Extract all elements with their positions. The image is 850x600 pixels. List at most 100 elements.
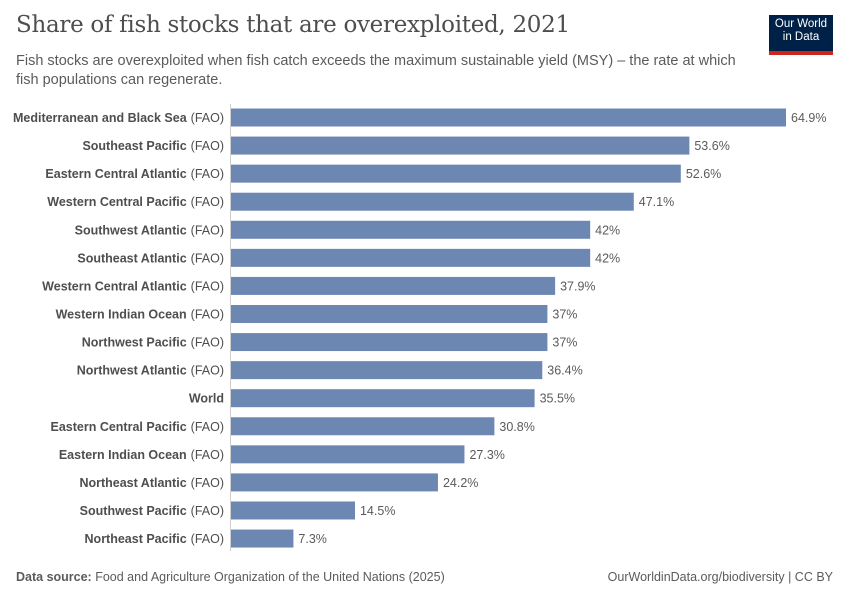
bar[interactable] xyxy=(231,361,543,380)
value-label: 42% xyxy=(595,223,620,237)
credit-link[interactable]: OurWorldinData.org/biodiversity | CC BY xyxy=(607,570,833,584)
category-suffix: (FAO) xyxy=(191,251,224,265)
category-label: Northwest Atlantic (FAO) xyxy=(77,364,224,378)
bar[interactable] xyxy=(231,304,548,323)
value-label: 24.2% xyxy=(443,476,478,490)
bar[interactable] xyxy=(231,220,591,239)
bar[interactable] xyxy=(231,164,681,183)
category-suffix: (FAO) xyxy=(191,420,224,434)
bar-row[interactable]: Western Central Atlantic (FAO) 37.9% xyxy=(42,276,596,295)
value-label: 7.3% xyxy=(298,532,327,546)
bar[interactable] xyxy=(231,389,535,408)
category-name: Western Central Pacific xyxy=(47,195,186,209)
source-label: Data source: xyxy=(16,570,92,584)
category-name: Southwest Atlantic xyxy=(75,223,187,237)
category-suffix: (FAO) xyxy=(191,223,224,237)
bar-row[interactable]: Southwest Pacific (FAO) 14.5% xyxy=(80,501,396,520)
category-label: Southwest Atlantic (FAO) xyxy=(75,223,224,237)
bar[interactable] xyxy=(231,192,634,211)
value-label: 47.1% xyxy=(639,195,674,209)
category-suffix: (FAO) xyxy=(191,364,224,378)
value-label: 53.6% xyxy=(694,139,729,153)
category-label: Northeast Pacific (FAO) xyxy=(85,532,224,546)
category-label: Western Indian Ocean (FAO) xyxy=(56,307,224,321)
value-label: 52.6% xyxy=(686,167,721,181)
chart-subtitle: Fish stocks are overexploited when fish … xyxy=(16,53,736,88)
bar-row[interactable]: Northeast Pacific (FAO) 7.3% xyxy=(85,529,327,548)
bar-row[interactable]: Southeast Pacific (FAO) 53.6% xyxy=(82,136,730,155)
chart-title: Share of fish stocks that are overexploi… xyxy=(16,12,570,38)
category-name: Northwest Pacific xyxy=(82,336,187,350)
bar-row[interactable]: World 35.5% xyxy=(189,389,575,408)
category-name: Western Indian Ocean xyxy=(56,307,187,321)
category-name: World xyxy=(189,392,224,406)
category-name: Northwest Atlantic xyxy=(77,364,187,378)
bar-row[interactable]: Mediterranean and Black Sea (FAO) 64.9% xyxy=(13,108,826,127)
bar-row[interactable]: Northwest Pacific (FAO) 37% xyxy=(82,333,578,352)
category-name: Mediterranean and Black Sea xyxy=(13,111,188,125)
category-suffix: (FAO) xyxy=(191,195,224,209)
category-label: Eastern Indian Ocean (FAO) xyxy=(59,448,224,462)
category-suffix: (FAO) xyxy=(191,448,224,462)
category-label: Northwest Pacific (FAO) xyxy=(82,336,224,350)
category-label: Eastern Central Atlantic (FAO) xyxy=(45,167,224,181)
category-label: Southwest Pacific (FAO) xyxy=(80,504,224,518)
bar-row[interactable]: Western Indian Ocean (FAO) 37% xyxy=(56,304,578,323)
bar-row[interactable]: Northwest Atlantic (FAO) 36.4% xyxy=(77,361,583,380)
bar-row[interactable]: Southwest Atlantic (FAO) 42% xyxy=(75,220,621,239)
category-label: Eastern Central Pacific (FAO) xyxy=(50,420,224,434)
category-name: Eastern Central Atlantic xyxy=(45,167,186,181)
value-label: 14.5% xyxy=(360,504,395,518)
category-suffix: (FAO) xyxy=(191,336,224,350)
bar[interactable] xyxy=(231,276,556,295)
bar-row[interactable]: Eastern Central Pacific (FAO) 30.8% xyxy=(50,417,535,436)
category-suffix: (FAO) xyxy=(191,307,224,321)
category-name: Southwest Pacific xyxy=(80,504,187,518)
category-label: World xyxy=(189,392,224,406)
value-label: 64.9% xyxy=(791,111,826,125)
value-label: 27.3% xyxy=(469,448,504,462)
value-label: 35.5% xyxy=(540,392,575,406)
bar-row[interactable]: Southeast Atlantic (FAO) 42% xyxy=(77,248,620,267)
value-label: 42% xyxy=(595,251,620,265)
category-label: Western Central Atlantic (FAO) xyxy=(42,279,224,293)
bar[interactable] xyxy=(231,445,465,464)
category-name: Eastern Indian Ocean xyxy=(59,448,187,462)
category-suffix: (FAO) xyxy=(191,476,224,490)
category-label: Western Central Pacific (FAO) xyxy=(47,195,224,209)
data-source: Data source: Food and Agriculture Organi… xyxy=(16,570,445,584)
category-name: Northeast Atlantic xyxy=(79,476,186,490)
value-label: 37% xyxy=(552,307,577,321)
category-name: Southeast Pacific xyxy=(82,139,186,153)
category-suffix: (FAO) xyxy=(191,532,224,546)
category-label: Northeast Atlantic (FAO) xyxy=(79,476,224,490)
value-label: 37% xyxy=(552,336,577,350)
value-label: 30.8% xyxy=(499,420,534,434)
bar[interactable] xyxy=(231,136,690,155)
bar-row[interactable]: Northeast Atlantic (FAO) 24.2% xyxy=(79,473,478,492)
bar-row[interactable]: Western Central Pacific (FAO) 47.1% xyxy=(47,192,674,211)
owid-logo[interactable]: Our World in Data xyxy=(769,15,833,55)
bar-row[interactable]: Eastern Central Atlantic (FAO) 52.6% xyxy=(45,164,721,183)
bar[interactable] xyxy=(231,473,438,492)
bar-row[interactable]: Eastern Indian Ocean (FAO) 27.3% xyxy=(59,445,505,464)
bar[interactable] xyxy=(231,529,294,548)
category-label: Southeast Atlantic (FAO) xyxy=(77,251,224,265)
category-suffix: (FAO) xyxy=(191,279,224,293)
bar[interactable] xyxy=(231,417,495,436)
category-suffix: (FAO) xyxy=(191,504,224,518)
bar[interactable] xyxy=(231,501,355,520)
category-suffix: (FAO) xyxy=(191,139,224,153)
value-label: 37.9% xyxy=(560,279,595,293)
category-name: Southeast Atlantic xyxy=(77,251,186,265)
bar[interactable] xyxy=(231,333,548,352)
bar[interactable] xyxy=(231,248,591,267)
value-label: 36.4% xyxy=(547,364,582,378)
bar[interactable] xyxy=(231,108,786,127)
category-label: Southeast Pacific (FAO) xyxy=(82,139,224,153)
category-suffix: (FAO) xyxy=(191,111,224,125)
category-name: Northeast Pacific xyxy=(85,532,187,546)
source-text[interactable]: Food and Agriculture Organization of the… xyxy=(95,570,445,584)
category-label: Mediterranean and Black Sea (FAO) xyxy=(13,111,224,125)
